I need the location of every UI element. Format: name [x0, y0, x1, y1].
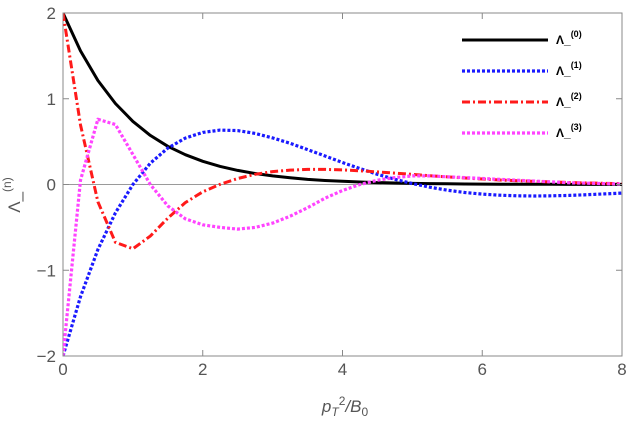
legend-label-1: Λ_(1)	[556, 60, 582, 78]
y-tick-label: −1	[37, 261, 56, 280]
y-tick-label: −2	[37, 347, 56, 366]
legend-label-3: Λ_(3)	[556, 122, 582, 140]
legend-label-0: Λ_(0)	[556, 29, 582, 47]
series-line-1	[63, 128, 623, 357]
x-tick-label: 4	[338, 360, 347, 379]
legend: Λ_(0) Λ_(1) Λ_(2) Λ_(3)	[462, 29, 582, 140]
series-lines	[63, 12, 623, 357]
x-tick-label: 2	[198, 360, 207, 379]
y-axis-label: Λ_(n)	[0, 177, 24, 212]
x-tick-label: 6	[478, 360, 487, 379]
y-tick-label: 0	[47, 176, 56, 195]
y-tick-label: 1	[47, 90, 56, 109]
legend-label-2: Λ_(2)	[556, 91, 582, 109]
x-tick-label: 8	[617, 360, 626, 379]
x-tick-label: 0	[58, 360, 67, 379]
series-line-0	[63, 12, 622, 186]
x-axis-label: pT2/B0	[321, 394, 369, 418]
axis-ticks: 0 2 4 6 8 −2 −1 0 1 2	[37, 4, 627, 379]
y-tick-label: 2	[47, 4, 56, 23]
series-line-3	[63, 117, 623, 357]
